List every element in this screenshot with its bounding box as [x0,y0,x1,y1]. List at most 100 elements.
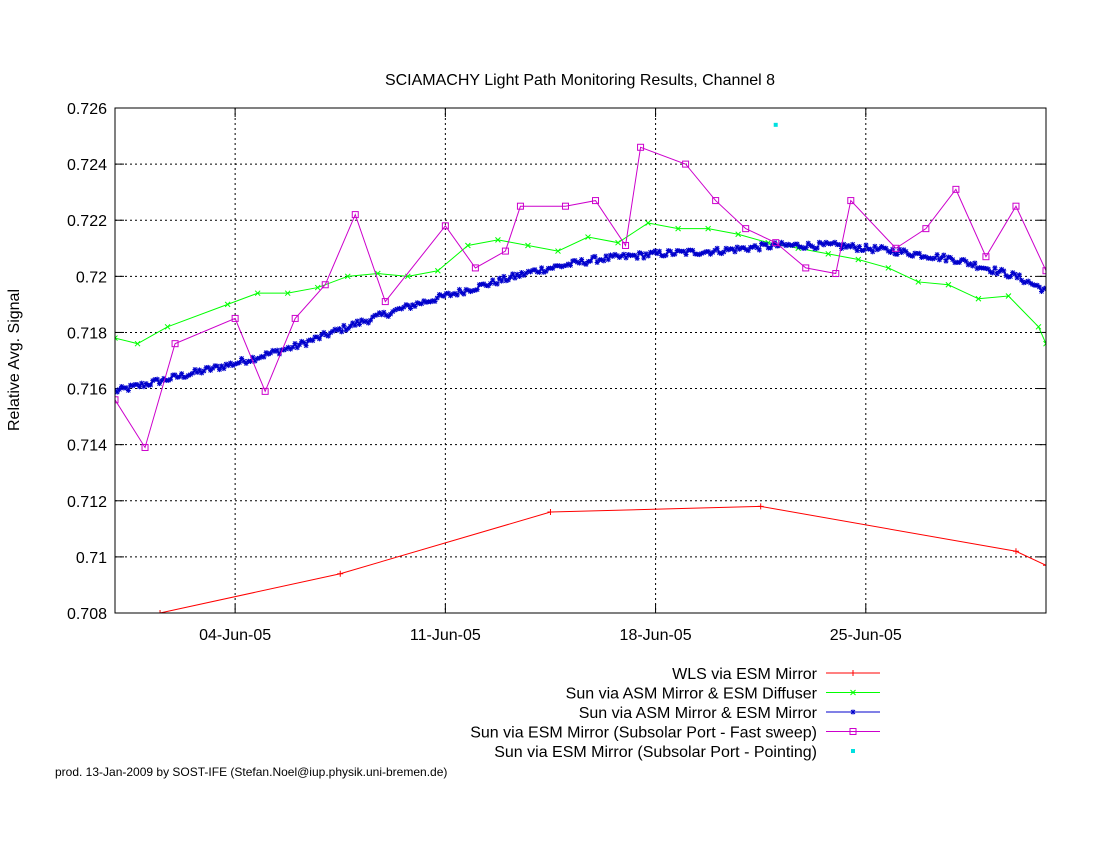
data-point [174,374,180,380]
data-point [401,304,407,310]
data-point [639,251,645,257]
data-point [772,239,780,247]
data-point [1005,293,1012,299]
data-point [994,271,1000,277]
data-point [139,380,145,386]
data-point [441,222,449,230]
data-point [945,281,952,288]
data-point [1021,280,1027,286]
data-point [601,258,607,264]
data-point [757,503,764,510]
data-point [495,237,501,243]
data-point [454,292,460,298]
data-point [115,396,119,404]
data-point [231,314,239,322]
data-point [799,244,805,250]
data-point [115,389,120,395]
data-point [721,249,727,255]
data-point [341,322,347,328]
data-point [923,254,929,260]
data-point [1039,288,1045,294]
data-point [281,347,287,353]
y-tick-label: 0.722 [67,213,107,230]
data-point [508,274,514,280]
data-point [541,269,547,275]
data-point [637,143,645,151]
data-point [827,241,833,247]
data-point [1003,273,1009,279]
data-point [439,293,445,299]
series-3 [115,143,1046,451]
data-point [250,354,256,360]
data-point [441,293,447,299]
data-point [472,287,478,293]
data-point [150,378,156,384]
y-tick-label: 0.724 [67,157,107,174]
data-point [825,251,832,257]
data-point [810,244,816,250]
data-point [614,253,620,259]
data-point [752,243,758,249]
data-point [714,245,720,251]
data-point [445,290,451,296]
data-point [565,261,571,267]
data-point [905,251,911,257]
legend-label: Sun via ESM Mirror (Subsolar Port - Fast… [470,725,817,742]
data-point [128,382,134,388]
data-point [941,252,947,258]
data-point [559,264,565,270]
data-point [936,257,942,263]
data-point [399,306,405,312]
data-point [867,246,873,252]
data-point [823,239,829,245]
data-point [450,291,456,297]
data-point [403,302,409,308]
data-point [210,365,216,371]
data-point [363,318,369,324]
data-point [870,249,876,255]
series-1 [115,220,1046,347]
data-point [643,251,649,257]
data-point [1012,548,1019,555]
data-point [716,250,722,256]
y-tick-label: 0.72 [76,269,107,286]
data-point [656,248,662,254]
legend-label: Sun via ASM Mirror & ESM Mirror [579,705,818,722]
y-tick-label: 0.726 [67,101,107,118]
data-point [830,240,836,246]
data-point [807,243,813,249]
data-point [854,248,860,254]
data-point [705,225,711,232]
data-point [385,314,391,320]
data-point [563,262,569,268]
data-point [730,246,736,252]
data-point [970,263,976,269]
data-point [394,306,400,312]
data-point [850,241,856,247]
data-point [143,381,149,387]
data-point [168,376,174,382]
data-point [903,248,909,254]
data-point [916,250,922,256]
data-point [296,342,302,348]
data-point [224,301,231,308]
data-point [963,258,969,264]
data-point [239,355,245,361]
data-point [1001,268,1007,274]
data-point [696,252,702,258]
data-point [428,299,434,305]
data-point [523,270,529,276]
data-point [974,266,980,272]
data-point [519,269,525,275]
data-point [599,257,605,263]
data-point [896,246,902,252]
data-point [344,273,351,280]
data-point [232,361,238,367]
legend-label: WLS via ESM Mirror [672,666,818,683]
data-point [1025,278,1031,284]
data-point [856,244,862,250]
y-tick-label: 0.708 [67,606,107,623]
data-point [623,255,629,261]
data-point [288,346,294,352]
